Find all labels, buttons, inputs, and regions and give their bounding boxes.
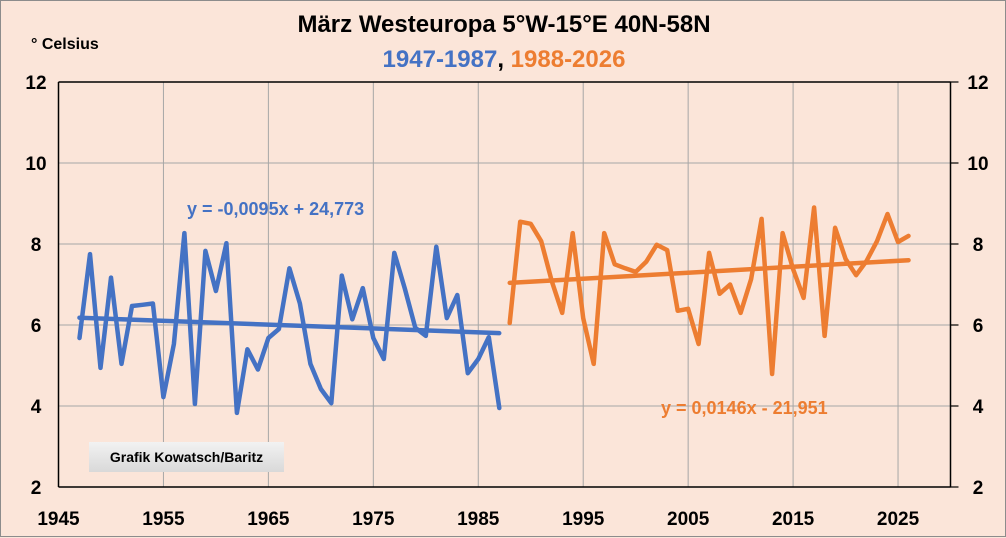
x-tick-label: 1945 [37,509,80,530]
x-tick-label: 1995 [562,509,605,530]
y-tick-label-right: 10 [967,154,988,175]
trend-equation-orange: y = 0,0146x - 21,951 [661,398,828,418]
x-tick-label: 1975 [352,509,395,530]
credit-label: Grafik Kowatsch/Baritz [89,442,284,472]
series-line [507,205,911,377]
y-tick-label-right: 12 [967,73,988,94]
trend-line [507,257,911,286]
x-tick-label: 2025 [877,509,920,530]
y-tick-label-left: 6 [31,316,42,337]
axes [57,81,959,488]
x-tick-label: 2005 [667,509,710,530]
subtitle-separator: , [497,46,510,73]
y-tick-label-left: 10 [25,154,46,175]
series-group [77,205,911,416]
series-1988-2026 [507,205,911,377]
y-axis-unit-label: ° Celsius [31,36,99,53]
y-tick-label-left: 8 [31,235,42,256]
chart-subtitle: 1947-1987, 1988-2026 [383,46,626,73]
tick-labels: 2 2 4 4 6 6 8 8 10 10 12 12 1945 1955 1965 1975 1985 1995… [25,73,988,530]
y-tick-label-left: 2 [31,478,42,499]
y-tick-label-left: 12 [25,73,46,94]
x-tick-label: 2015 [772,509,815,530]
y-tick-label-right: 8 [973,235,984,256]
y-tick-label-left: 4 [31,397,42,418]
x-tick-label: 1985 [457,509,500,530]
y-tick-label-right: 6 [973,316,984,337]
trend-equation-blue: y = -0,0095x + 24,773 [187,199,364,219]
subtitle-part-orange: 1988-2026 [511,46,626,73]
y-tick-label-right: 4 [973,397,984,418]
gridlines [58,82,951,487]
x-tick-label: 1965 [247,509,290,530]
subtitle-part-blue: 1947-1987 [383,46,498,73]
x-tick-label: 1955 [142,509,185,530]
series-1947-1987 [77,230,502,416]
chart-title: März Westeuropa 5°W-15°E 40N-58N [297,11,710,38]
series-line [77,230,502,416]
y-tick-label-right: 2 [973,478,984,499]
trend-line [77,315,502,336]
